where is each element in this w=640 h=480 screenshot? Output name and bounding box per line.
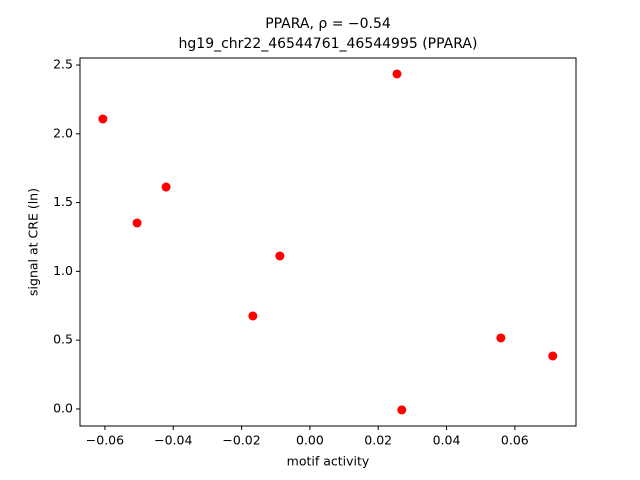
point [132, 218, 142, 228]
point [496, 333, 506, 343]
y-tick-label: 1.5 [53, 194, 73, 209]
y-tick-label: 0.0 [53, 400, 73, 415]
x-tick-label: 0.06 [501, 433, 529, 448]
y-tick-label: 0.5 [53, 332, 73, 347]
y-tick-label: 2.5 [53, 57, 73, 72]
y-axis-label: signal at CRE (ln) [26, 188, 41, 296]
x-tick-label: 0.00 [296, 433, 324, 448]
x-tick-label: −0.02 [222, 433, 260, 448]
point [392, 69, 402, 79]
x-tick-label: 0.02 [364, 433, 392, 448]
plot-frame [79, 57, 577, 427]
y-tick-label: 1.0 [53, 263, 73, 278]
x-tick-label: 0.04 [433, 433, 461, 448]
point [397, 405, 407, 415]
chart-title: PPARA, ρ = −0.54 [265, 16, 391, 32]
x-axis-label: motif activity [287, 454, 370, 469]
point [275, 251, 285, 261]
x-tick-label: −0.04 [154, 433, 192, 448]
y-tick-label: 2.0 [53, 125, 73, 140]
point [548, 351, 558, 361]
point [161, 182, 171, 192]
x-tick-label: −0.06 [86, 433, 124, 448]
point [98, 114, 108, 124]
point [248, 311, 258, 321]
chart-subtitle: hg19_chr22_46544761_46544995 (PPARA) [179, 36, 478, 52]
